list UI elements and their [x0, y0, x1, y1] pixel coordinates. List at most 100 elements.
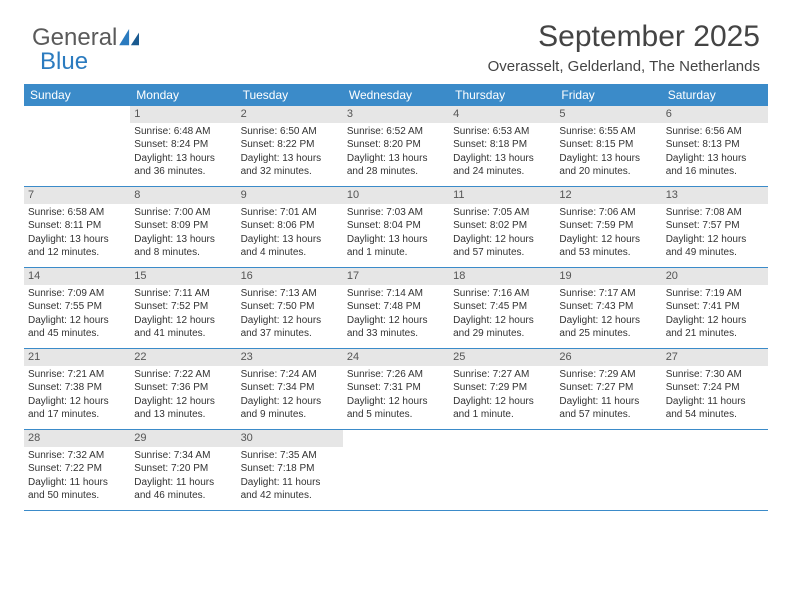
daylight-text: and 29 minutes. — [453, 327, 551, 341]
daylight-text: and 37 minutes. — [241, 327, 339, 341]
sunrise-text: Sunrise: 7:21 AM — [28, 368, 126, 382]
sunset-text: Sunset: 8:02 PM — [453, 219, 551, 233]
daylight-text: Daylight: 13 hours — [666, 152, 764, 166]
sunset-text: Sunset: 7:34 PM — [241, 381, 339, 395]
daylight-text: and 57 minutes. — [453, 246, 551, 260]
sunset-text: Sunset: 8:09 PM — [134, 219, 232, 233]
week-row: 28Sunrise: 7:32 AMSunset: 7:22 PMDayligh… — [24, 430, 768, 511]
daylight-text: Daylight: 12 hours — [453, 233, 551, 247]
sunrise-text: Sunrise: 7:27 AM — [453, 368, 551, 382]
day-cell: 14 Sunrise: 7:09 AMSunset: 7:55 PMDayligh… — [24, 268, 130, 348]
day-cell — [555, 430, 661, 510]
week-row: 1Sunrise: 6:48 AMSunset: 8:24 PMDaylight… — [24, 106, 768, 187]
sunset-text: Sunset: 8:15 PM — [559, 138, 657, 152]
daylight-text: Daylight: 11 hours — [28, 476, 126, 490]
daylight-text: and 13 minutes. — [134, 408, 232, 422]
daylight-text: and 57 minutes. — [559, 408, 657, 422]
sunset-text: Sunset: 7:24 PM — [666, 381, 764, 395]
sunrise-text: Sunrise: 6:50 AM — [241, 125, 339, 139]
sunrise-text: Sunrise: 6:53 AM — [453, 125, 551, 139]
daylight-text: Daylight: 13 hours — [559, 152, 657, 166]
daylight-text: Daylight: 12 hours — [28, 314, 126, 328]
daylight-text: and 5 minutes. — [347, 408, 445, 422]
sunrise-text: Sunrise: 7:16 AM — [453, 287, 551, 301]
sunset-text: Sunset: 7:22 PM — [28, 462, 126, 476]
weekday-header: Wednesday — [343, 84, 449, 106]
sunset-text: Sunset: 7:27 PM — [559, 381, 657, 395]
sunset-text: Sunset: 7:20 PM — [134, 462, 232, 476]
day-cell: 20Sunrise: 7:19 AMSunset: 7:41 PMDayligh… — [662, 268, 768, 348]
day-number: 16 — [237, 268, 343, 285]
day-number: 11 — [449, 187, 555, 204]
day-number: 10 — [343, 187, 449, 204]
daylight-text: Daylight: 13 hours — [28, 233, 126, 247]
sunrise-text: Sunrise: 7:26 AM — [347, 368, 445, 382]
weekday-header: Saturday — [662, 84, 768, 106]
sunrise-text: Sunrise: 6:56 AM — [666, 125, 764, 139]
day-number: 26 — [555, 349, 661, 366]
sunrise-text: Sunrise: 7:06 AM — [559, 206, 657, 220]
day-cell: 24Sunrise: 7:26 AMSunset: 7:31 PMDayligh… — [343, 349, 449, 429]
daylight-text: and 28 minutes. — [347, 165, 445, 179]
daylight-text: and 20 minutes. — [559, 165, 657, 179]
day-number: 6 — [662, 106, 768, 123]
day-cell: 30Sunrise: 7:35 AMSunset: 7:18 PMDayligh… — [237, 430, 343, 510]
day-number: 19 — [555, 268, 661, 285]
day-number: 25 — [449, 349, 555, 366]
page-subtitle: Overasselt, Gelderland, The Netherlands — [488, 58, 760, 75]
sunrise-text: Sunrise: 7:05 AM — [453, 206, 551, 220]
daylight-text: Daylight: 13 hours — [347, 233, 445, 247]
week-row: 21Sunrise: 7:21 AMSunset: 7:38 PMDayligh… — [24, 349, 768, 430]
sunrise-text: Sunrise: 7:22 AM — [134, 368, 232, 382]
sunrise-text: Sunrise: 7:09 AM — [28, 287, 126, 301]
day-number: 24 — [343, 349, 449, 366]
daylight-text: and 1 minute. — [347, 246, 445, 260]
day-number: 21 — [24, 349, 130, 366]
sunrise-text: Sunrise: 7:34 AM — [134, 449, 232, 463]
sunrise-text: Sunrise: 7:13 AM — [241, 287, 339, 301]
sunrise-text: Sunrise: 6:58 AM — [28, 206, 126, 220]
daylight-text: and 25 minutes. — [559, 327, 657, 341]
day-cell: 21Sunrise: 7:21 AMSunset: 7:38 PMDayligh… — [24, 349, 130, 429]
day-cell: 17Sunrise: 7:14 AMSunset: 7:48 PMDayligh… — [343, 268, 449, 348]
weekday-header: Sunday — [24, 84, 130, 106]
brand-sail-icon — [119, 29, 141, 47]
sunset-text: Sunset: 8:22 PM — [241, 138, 339, 152]
daylight-text: Daylight: 12 hours — [241, 314, 339, 328]
sunset-text: Sunset: 7:55 PM — [28, 300, 126, 314]
sunset-text: Sunset: 7:59 PM — [559, 219, 657, 233]
day-cell: 8Sunrise: 7:00 AMSunset: 8:09 PMDaylight… — [130, 187, 236, 267]
daylight-text: Daylight: 13 hours — [134, 233, 232, 247]
sunrise-text: Sunrise: 6:55 AM — [559, 125, 657, 139]
daylight-text: Daylight: 11 hours — [559, 395, 657, 409]
sunrise-text: Sunrise: 7:08 AM — [666, 206, 764, 220]
daylight-text: and 50 minutes. — [28, 489, 126, 503]
weekday-header: Tuesday — [237, 84, 343, 106]
daylight-text: Daylight: 13 hours — [241, 233, 339, 247]
weekday-header: Monday — [130, 84, 236, 106]
day-cell: 2Sunrise: 6:50 AMSunset: 8:22 PMDaylight… — [237, 106, 343, 186]
day-cell: 1Sunrise: 6:48 AMSunset: 8:24 PMDaylight… — [130, 106, 236, 186]
sunrise-text: Sunrise: 7:03 AM — [347, 206, 445, 220]
day-cell: 23Sunrise: 7:24 AMSunset: 7:34 PMDayligh… — [237, 349, 343, 429]
sunrise-text: Sunrise: 7:29 AM — [559, 368, 657, 382]
sunrise-text: Sunrise: 7:32 AM — [28, 449, 126, 463]
daylight-text: and 9 minutes. — [241, 408, 339, 422]
day-cell: 25Sunrise: 7:27 AMSunset: 7:29 PMDayligh… — [449, 349, 555, 429]
daylight-text: Daylight: 13 hours — [241, 152, 339, 166]
day-number: 14 — [24, 268, 130, 285]
day-cell: 4Sunrise: 6:53 AMSunset: 8:18 PMDaylight… — [449, 106, 555, 186]
sunrise-text: Sunrise: 6:52 AM — [347, 125, 445, 139]
daylight-text: and 8 minutes. — [134, 246, 232, 260]
weekday-header: Friday — [555, 84, 661, 106]
sunrise-text: Sunrise: 7:01 AM — [241, 206, 339, 220]
day-number: 23 — [237, 349, 343, 366]
sunrise-text: Sunrise: 7:11 AM — [134, 287, 232, 301]
day-cell — [449, 430, 555, 510]
week-row: 14Sunrise: 7:09 AMSunset: 7:55 PMDayligh… — [24, 268, 768, 349]
sunrise-text: Sunrise: 6:48 AM — [134, 125, 232, 139]
day-number: 27 — [662, 349, 768, 366]
daylight-text: Daylight: 12 hours — [347, 395, 445, 409]
daylight-text: Daylight: 12 hours — [134, 395, 232, 409]
daylight-text: and 1 minute. — [453, 408, 551, 422]
